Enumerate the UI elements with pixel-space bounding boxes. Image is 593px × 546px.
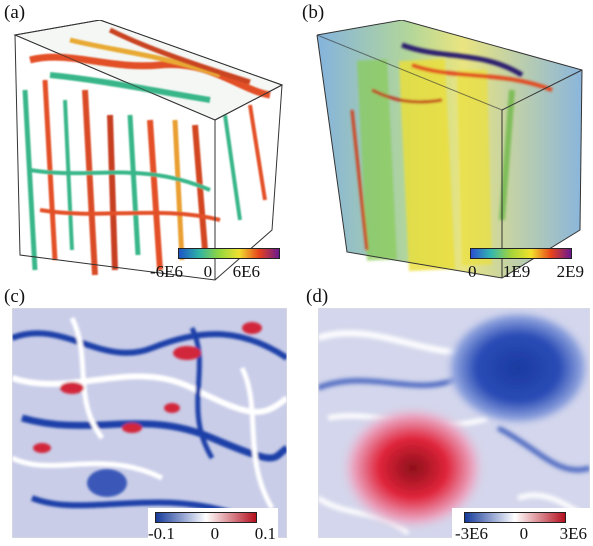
colorbar-a-tick: 0 (203, 262, 213, 281)
panel-c-slice (12, 308, 287, 538)
colorbar-c (155, 512, 257, 523)
panel-label-a: (a) (4, 2, 26, 23)
colorbar-a-tick: 6E6 (232, 262, 260, 281)
colorbar-d (464, 512, 566, 523)
colorbar-c-tick: 0.1 (254, 524, 276, 543)
colorbar-b-ticks: 0 1E9 2E9 (468, 262, 584, 282)
colorbar-d-ticks: -3E6 0 3E6 (455, 524, 587, 544)
panel-label-d: (d) (306, 286, 329, 307)
panel-a-volume-render (13, 20, 284, 281)
colorbar-d-tick: -3E6 (455, 524, 489, 543)
panel-label-b: (b) (302, 2, 325, 23)
colorbar-b-tick: 0 (468, 262, 477, 281)
colorbar-b (470, 248, 572, 259)
colorbar-a (178, 248, 280, 259)
colorbar-a-tick: -6E6 (150, 262, 184, 281)
colorbar-d-tick: 0 (519, 524, 529, 543)
colorbar-c-tick: -0.1 (148, 524, 175, 543)
colorbar-a-ticks: -6E6 0 6E6 (150, 262, 260, 282)
colorbar-b-tick: 1E9 (502, 262, 531, 281)
colorbar-b-tick: 2E9 (556, 262, 584, 281)
panel-label-c: (c) (4, 286, 26, 307)
colorbar-c-tick: 0 (210, 524, 220, 543)
panel-b-volume-render (316, 20, 583, 279)
colorbar-c-ticks: -0.1 0 0.1 (148, 524, 276, 544)
colorbar-d-tick: 3E6 (559, 524, 587, 543)
panel-d-slice (318, 308, 590, 538)
